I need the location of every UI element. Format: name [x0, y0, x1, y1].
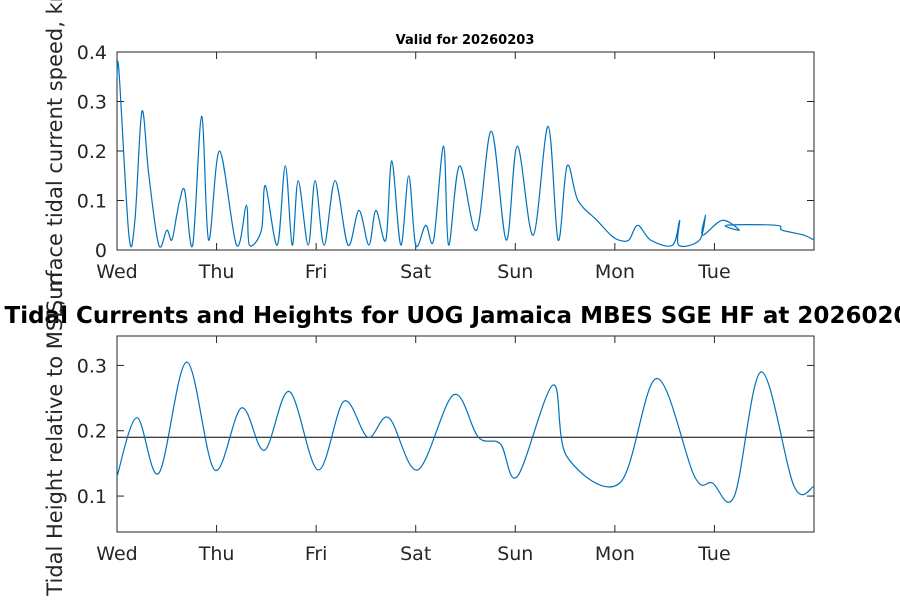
current-speed-axes: 0 0.1 0.2 0.3 0.4 Wed Thu Fri Sat Sun Mon Tue	[77, 42, 815, 283]
figure-main-title: Tidal Currents and Heights for UOG Jamai…	[5, 303, 900, 329]
tidal-height-y-tick-label: 0.1	[77, 486, 107, 508]
current-speed-y-label: Surface tidal current speed, kn	[43, 0, 67, 313]
tidal-height-x-tick-label: Thu	[198, 543, 235, 565]
tidal-height-y-tick-label: 0.2	[77, 421, 107, 443]
current-speed-x-ticks: Wed Thu Fri Sat Sun Mon Tue	[96, 52, 731, 283]
tidal-height-line	[116, 361, 815, 503]
current-speed-y-tick-label: 0.3	[77, 92, 107, 114]
current-speed-y-ticks: 0 0.1 0.2 0.3 0.4	[77, 42, 814, 262]
current-speed-x-tick-label: Sun	[497, 261, 533, 283]
current-speed-plot-box	[116, 51, 815, 251]
current-speed-line	[116, 60, 815, 248]
current-speed-x-tick-label: Wed	[96, 261, 137, 283]
current-speed-x-tick-label: Tue	[697, 261, 730, 283]
tidal-height-x-tick-label: Sun	[497, 543, 533, 565]
current-speed-x-tick-label: Sat	[400, 261, 431, 283]
tidal-height-x-tick-label: Sat	[400, 543, 431, 565]
current-speed-y-tick-label: 0.4	[77, 42, 107, 64]
tidal-height-y-label: Tidal Height relative to MSL, m	[43, 272, 67, 596]
tidal-height-y-tick-label: 0.3	[77, 355, 107, 377]
tidal-height-plot-box	[116, 335, 815, 533]
tidal-height-y-ticks: 0.1 0.2 0.3	[77, 355, 814, 508]
tidal-height-x-tick-label: Wed	[96, 543, 137, 565]
tidal-height-axes: 0.1 0.2 0.3 Wed Thu Fri Sat Sun Mon Tue	[77, 335, 815, 565]
current-speed-title: Valid for 20260203	[396, 33, 535, 48]
current-speed-y-tick-label: 0.2	[77, 141, 107, 163]
current-speed-x-tick-label: Mon	[595, 261, 635, 283]
current-speed-y-tick-label: 0.1	[77, 191, 107, 213]
tidal-height-x-tick-label: Mon	[595, 543, 635, 565]
tidal-height-x-ticks: Wed Thu Fri Sat Sun Mon Tue	[96, 336, 731, 565]
tidal-height-x-tick-label: Fri	[305, 543, 328, 565]
current-speed-y-tick-label: 0	[95, 240, 107, 262]
tidal-height-x-tick-label: Tue	[697, 543, 730, 565]
current-speed-x-tick-label: Fri	[305, 261, 328, 283]
current-speed-x-tick-label: Thu	[198, 261, 235, 283]
